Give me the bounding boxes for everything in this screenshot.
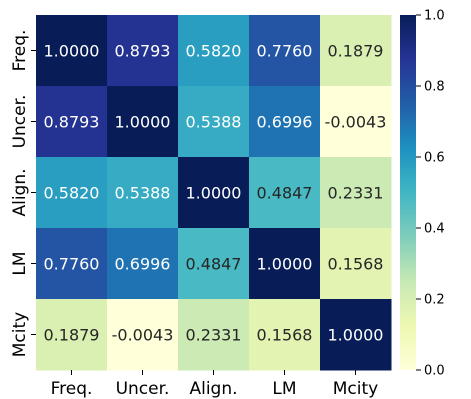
colorbar-tick-label: 0.4 <box>424 222 445 237</box>
heatmap-cell-label: 1.0000 <box>328 326 384 345</box>
heatmap-cell <box>36 15 108 87</box>
colorbar-tick-label: 0.0 <box>424 364 445 379</box>
colorbar-tick-label: 0.2 <box>424 293 445 308</box>
heatmap-cell <box>36 157 108 229</box>
heatmap-cell <box>178 86 250 158</box>
heatmap-cell <box>320 15 392 87</box>
heatmap-cell <box>249 15 321 87</box>
heatmap-cell <box>249 299 321 371</box>
heatmap-cell <box>320 86 392 158</box>
heatmap-cell-label: 0.7760 <box>44 255 100 274</box>
heatmap-cell-label: 0.2331 <box>328 184 384 203</box>
heatmap-cell-label: 1.0000 <box>257 255 313 274</box>
y-tick-label: Freq. <box>10 30 30 72</box>
x-tick-label: Mcity <box>333 379 378 399</box>
y-tick-label: Align. <box>10 168 30 216</box>
heatmap-cell-label: -0.0043 <box>112 326 174 345</box>
heatmap-cell-label: 0.8793 <box>115 42 171 61</box>
heatmap-cell-label: 0.2331 <box>186 326 242 345</box>
heatmap-cell-label: 0.1568 <box>328 255 384 274</box>
colorbar <box>400 15 416 370</box>
x-axis: Freq. Uncer. Align. LM Mcity <box>51 370 378 399</box>
y-tick-label: Mcity <box>10 312 30 357</box>
heatmap-cell <box>320 157 392 229</box>
y-tick-label: Uncer. <box>10 95 30 149</box>
x-tick-label: Freq. <box>51 379 93 399</box>
heatmap-cell <box>107 86 179 158</box>
heatmap-cell-label: 0.6996 <box>115 255 171 274</box>
colorbar-ticks: 0.0 0.2 0.4 0.6 0.8 1.0 <box>416 9 445 379</box>
heatmap-cell <box>320 228 392 300</box>
heatmap-cell-label: -0.0043 <box>325 113 387 132</box>
heatmap-cell <box>107 228 179 300</box>
colorbar-tick-label: 0.6 <box>424 151 445 166</box>
heatmap-cell <box>178 228 250 300</box>
heatmap-cell-label: 1.0000 <box>115 113 171 132</box>
heatmap-cell <box>178 299 250 371</box>
heatmap-cell <box>107 15 179 87</box>
heatmap-cell <box>36 86 108 158</box>
heatmap-cells <box>36 15 392 371</box>
heatmap-cell <box>178 157 250 229</box>
heatmap-cell <box>178 15 250 87</box>
heatmap-cell-label: 1.0000 <box>44 42 100 61</box>
heatmap-cell <box>36 228 108 300</box>
heatmap-cell-label: 1.0000 <box>186 184 242 203</box>
x-tick-label: LM <box>272 379 296 399</box>
heatmap-cell-label: 0.6996 <box>257 113 313 132</box>
heatmap-cell-label: 0.1568 <box>257 326 313 345</box>
colorbar-tick-label: 1.0 <box>424 9 445 24</box>
heatmap-cell-label: 0.4847 <box>257 184 313 203</box>
heatmap-cell <box>107 157 179 229</box>
heatmap-cell <box>36 299 108 371</box>
heatmap-cell-label: 0.1879 <box>44 326 100 345</box>
heatmap-cell-label: 0.8793 <box>44 113 100 132</box>
heatmap-cell-label: 0.5820 <box>44 184 100 203</box>
heatmap-cell <box>249 157 321 229</box>
heatmap-cell <box>107 299 179 371</box>
heatmap-cell <box>320 299 392 371</box>
y-tick-label: LM <box>10 251 30 275</box>
heatmap-cell-label: 0.1879 <box>328 42 384 61</box>
heatmap-cell <box>249 86 321 158</box>
heatmap-cell-label: 0.5820 <box>186 42 242 61</box>
y-axis: Freq. Uncer. Align. LM Mcity <box>10 30 36 357</box>
x-tick-label: Uncer. <box>116 379 170 399</box>
heatmap-cell-label: 0.7760 <box>257 42 313 61</box>
heatmap-cell-label: 0.4847 <box>186 255 242 274</box>
heatmap-cell-label: 0.5388 <box>186 113 242 132</box>
x-tick-label: Align. <box>189 379 237 399</box>
heatmap-cell-label: 0.5388 <box>115 184 171 203</box>
colorbar-tick-label: 0.8 <box>424 80 445 95</box>
colorbar-gradient <box>400 15 416 370</box>
heatmap-cell <box>249 228 321 300</box>
heatmap-cell-labels: 1.0000 0.8793 0.5820 0.7760 0.1879 0.8793 1.00… <box>44 42 387 345</box>
